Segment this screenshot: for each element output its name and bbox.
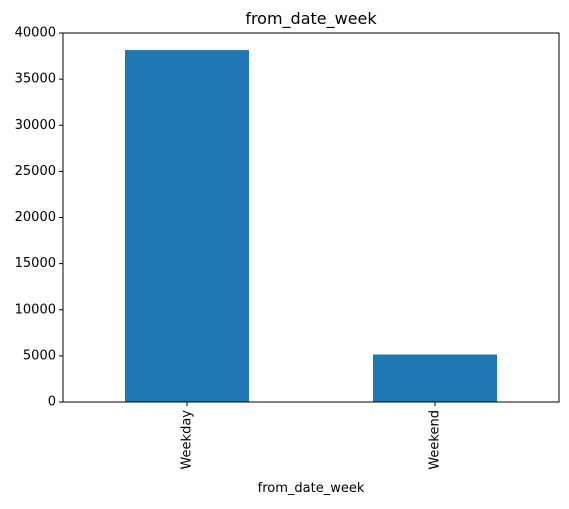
y-tick-label: 10000 bbox=[15, 302, 56, 317]
x-tick-label: Weekend bbox=[428, 410, 443, 470]
x-axis-label: from_date_week bbox=[258, 481, 365, 496]
x-tick-label: Weekday bbox=[180, 410, 195, 470]
y-tick-label: 40000 bbox=[15, 26, 56, 41]
y-tick-label: 5000 bbox=[23, 348, 56, 363]
y-tick-label: 0 bbox=[48, 395, 56, 410]
bars-group bbox=[125, 50, 497, 402]
x-axis: Weekday Weekend bbox=[180, 402, 443, 470]
chart-title: from_date_week bbox=[245, 9, 377, 29]
y-axis: 0 5000 10000 15000 20000 25000 30000 35000 40000 bbox=[15, 26, 63, 410]
bar-weekday bbox=[125, 50, 249, 402]
y-tick-label: 35000 bbox=[15, 72, 56, 87]
y-tick-label: 20000 bbox=[15, 210, 56, 225]
y-tick-label: 25000 bbox=[15, 164, 56, 179]
bar-weekend bbox=[373, 354, 497, 402]
y-tick-label: 30000 bbox=[15, 118, 56, 133]
y-tick-label: 15000 bbox=[15, 256, 56, 271]
plot-frame bbox=[62, 32, 560, 403]
